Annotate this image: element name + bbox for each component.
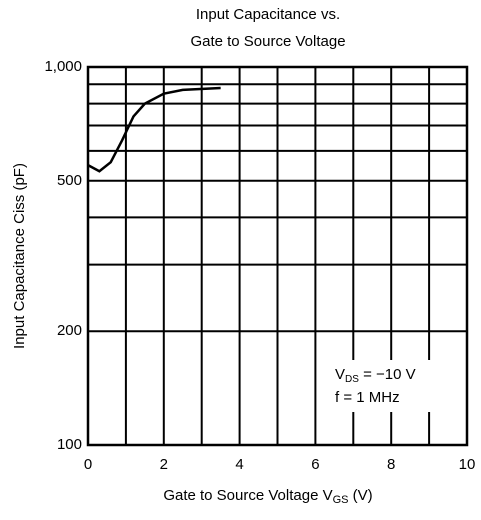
annotation-box xyxy=(330,360,455,412)
y-axis-label: Input Capacitance Ciss (pF) xyxy=(11,163,28,349)
x-tick-label: 0 xyxy=(84,456,92,473)
y-tick-label: 200 xyxy=(57,322,82,339)
chart-title: Input Capacitance vs. xyxy=(196,6,340,23)
x-tick-label: 2 xyxy=(160,456,168,473)
plot-frame xyxy=(86,65,469,447)
y-tick-label: 500 xyxy=(57,172,82,189)
x-tick-label: 10 xyxy=(459,456,476,473)
annotation: VDS = −10 V xyxy=(335,366,416,385)
x-axis-label: Gate to Source Voltage VGS (V) xyxy=(163,487,372,506)
x-tick-label: 6 xyxy=(311,456,319,473)
x-tick-label: 4 xyxy=(235,456,243,473)
x-tick-label: 8 xyxy=(387,456,395,473)
annotation: f = 1 MHz xyxy=(335,389,400,406)
y-tick-label: 1,000 xyxy=(44,58,82,75)
y-tick-label: 100 xyxy=(57,436,82,453)
chart-title: Gate to Source Voltage xyxy=(190,33,345,50)
